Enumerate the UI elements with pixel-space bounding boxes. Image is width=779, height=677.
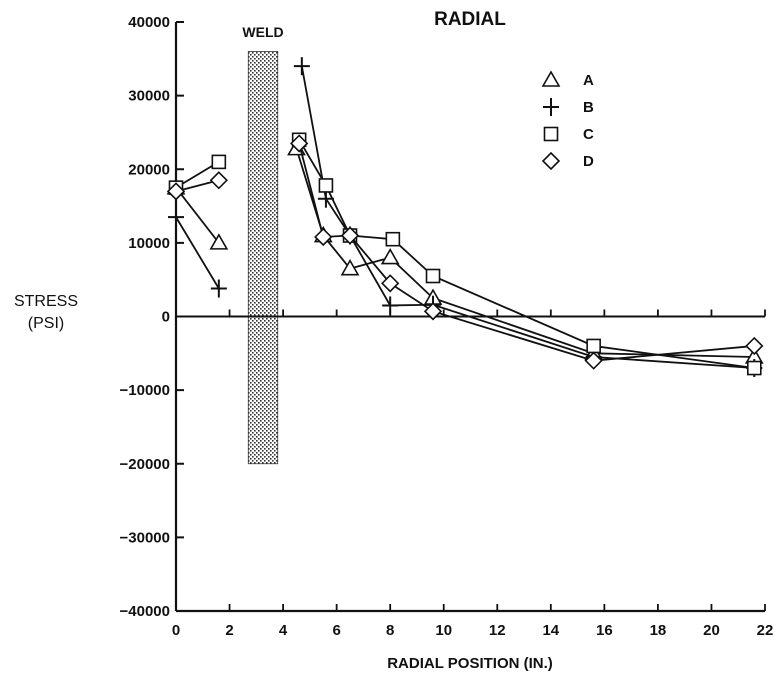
x-axis-label: RADIAL POSITION (IN.) <box>387 655 553 672</box>
series-b-point <box>210 279 227 298</box>
weld-label: WELD <box>242 24 283 40</box>
x-tick-label: 20 <box>703 622 720 639</box>
weld-region: WELD <box>242 24 284 465</box>
x-tick-label: 18 <box>650 622 667 639</box>
series-d-point <box>381 274 400 293</box>
series-d-point <box>166 182 186 201</box>
series-b-point <box>293 57 310 76</box>
x-tick-label: 2 <box>225 622 233 639</box>
y-axis-label-line-2: (PSI) <box>28 315 64 332</box>
series-a-line <box>175 187 220 244</box>
y-tick-label: 40000 <box>128 14 170 31</box>
series-d-point <box>209 171 228 190</box>
series-b-line <box>300 66 755 369</box>
series-c-point <box>318 178 334 193</box>
series-d-point <box>340 226 360 245</box>
legend-label-c: C <box>583 126 594 143</box>
series-d-point <box>584 351 603 370</box>
y-tick-label: −40000 <box>120 603 170 620</box>
y-tick-label: −20000 <box>120 456 170 473</box>
legend-label-d: D <box>583 153 594 170</box>
y-tick-label: 30000 <box>128 88 170 105</box>
x-tick-label: 16 <box>596 622 613 639</box>
legend-marker-d <box>541 151 561 171</box>
x-tick-label: 10 <box>435 622 452 639</box>
series-c-point <box>425 268 441 284</box>
weld-band <box>247 51 279 465</box>
series-b-line <box>175 216 220 289</box>
legend-marker-b <box>543 98 559 116</box>
series-c-point <box>746 360 762 376</box>
axes: 40000 30000 20000 10000 0 −10000 −20000 −30000 −… <box>120 14 774 639</box>
series-c-point <box>586 338 601 354</box>
x-tick-label: 4 <box>279 622 288 639</box>
x-tick-label: 22 <box>757 622 774 639</box>
y-tick-label: −30000 <box>120 529 170 546</box>
series-d <box>166 134 764 370</box>
series-d-point <box>423 302 443 321</box>
y-tick-label: −10000 <box>120 382 170 399</box>
series-a-point <box>209 233 229 250</box>
series-d-point <box>290 134 309 153</box>
series-c-point <box>211 154 227 170</box>
legend-marker-a <box>541 70 561 87</box>
series-group <box>166 57 764 378</box>
series-b-point <box>382 296 399 315</box>
x-tick-label: 0 <box>172 622 180 639</box>
x-tick-label: 14 <box>542 622 559 639</box>
series-a-point <box>340 259 360 276</box>
chart-title: RADIAL <box>434 9 506 30</box>
series-d-point <box>314 227 333 247</box>
y-axis-label-line-1: STRESS <box>14 293 78 310</box>
y-tick-label: 0 <box>162 309 170 326</box>
series-d-point <box>745 336 764 356</box>
series-c-point <box>385 231 401 247</box>
legend-marker-c <box>543 126 559 142</box>
series-a-point <box>380 247 400 265</box>
legend-label-b: B <box>583 99 594 116</box>
y-tick-label: 20000 <box>128 161 170 178</box>
series-c-line <box>298 139 755 369</box>
x-tick-label: 6 <box>332 622 340 639</box>
legend-label-a: A <box>583 72 594 89</box>
series-d-line <box>298 143 755 362</box>
x-tick-label: 12 <box>489 622 506 639</box>
x-tick-label: 8 <box>386 622 394 639</box>
y-tick-label: 10000 <box>128 235 170 252</box>
series-b-point <box>168 208 184 227</box>
